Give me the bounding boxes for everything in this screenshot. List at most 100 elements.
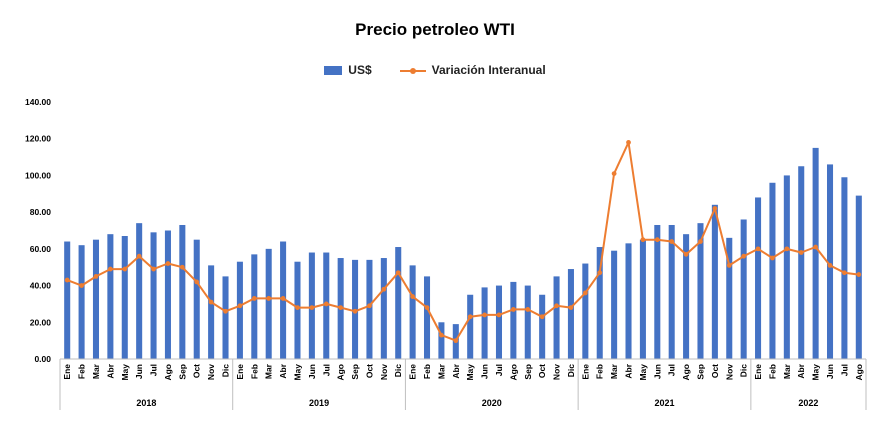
line-point	[64, 277, 70, 283]
x-tick-label: Mar	[91, 363, 101, 379]
bar	[841, 177, 848, 359]
line-point	[683, 251, 689, 257]
bar	[654, 224, 661, 359]
x-tick-label: May	[465, 364, 475, 381]
x-tick-label: Sep	[695, 364, 705, 380]
line-point	[539, 314, 545, 320]
x-tick-label: Ene	[235, 364, 245, 380]
line-point	[424, 305, 430, 310]
bar	[92, 239, 100, 359]
bar	[582, 263, 589, 359]
bar	[409, 265, 416, 359]
x-tick-label: Ago	[163, 364, 173, 381]
line-point	[698, 239, 703, 244]
line-point	[179, 264, 185, 270]
bar	[380, 258, 387, 359]
bar	[826, 164, 834, 359]
year-label: 2021	[654, 398, 674, 408]
line-point	[640, 237, 646, 243]
bar	[812, 147, 819, 359]
x-tick-label: May	[638, 364, 648, 381]
bar	[121, 236, 128, 359]
line-point	[223, 308, 228, 314]
x-tick-label: Mar	[264, 363, 274, 379]
x-tick-label: Nov	[206, 364, 216, 380]
line-point	[237, 303, 243, 309]
line-point	[453, 338, 459, 344]
bar	[553, 276, 560, 359]
chart-title: Precio petroleo WTI	[355, 20, 515, 39]
x-tick-label: Feb	[249, 364, 259, 379]
line-point	[554, 303, 559, 309]
line-point	[669, 239, 675, 244]
bar	[64, 241, 71, 359]
line-point	[323, 301, 329, 307]
x-tick-label: Oct	[192, 364, 202, 378]
line-point	[266, 296, 272, 301]
x-tick-label: Ago	[336, 364, 346, 381]
line-point	[525, 307, 531, 312]
line-point	[611, 171, 617, 176]
x-tick-label: Oct	[710, 364, 720, 378]
x-tick-label: Feb	[77, 364, 87, 379]
bar	[395, 247, 402, 359]
x-tick-label: Abr	[624, 363, 634, 378]
bar	[755, 197, 762, 359]
bar	[726, 237, 733, 359]
line-point	[93, 273, 99, 279]
bar	[625, 243, 632, 359]
legend-label-bars: US$	[348, 63, 372, 77]
line-point	[654, 237, 660, 243]
x-tick-label: Abr	[796, 363, 806, 378]
x-tick-label: Dic	[221, 364, 231, 378]
line-point	[741, 253, 747, 259]
x-tick-label: May	[292, 364, 302, 381]
x-tick-label: Jun	[652, 364, 662, 379]
line-point	[582, 290, 588, 296]
line-point	[122, 266, 128, 272]
line-point	[626, 139, 631, 145]
line-point	[842, 270, 847, 276]
x-tick-label: Jun	[307, 364, 317, 379]
line-point	[482, 312, 487, 318]
bar	[683, 234, 690, 359]
y-tick-label: 140.00	[25, 97, 51, 107]
x-tick-label: Ene	[753, 364, 763, 380]
bar	[136, 223, 143, 359]
line-point	[395, 270, 401, 276]
x-tick-label: Jul	[149, 364, 159, 376]
x-tick-label: Dic	[739, 364, 749, 378]
legend-item-line: Variación Interanual	[399, 63, 546, 77]
line-point	[151, 266, 156, 272]
x-tick-label: Jul	[667, 364, 677, 376]
x-tick-label: Abr	[105, 363, 115, 378]
y-tick-label: 100.00	[25, 170, 51, 180]
x-tick-label: Sep	[177, 364, 187, 380]
year-label: 2018	[136, 398, 156, 408]
x-tick-label: Ago	[681, 364, 691, 381]
x-tick-label: Feb	[595, 364, 605, 379]
x-tick-label: Jun	[134, 364, 144, 379]
x-tick-label: Jul	[494, 364, 504, 376]
line-point	[309, 305, 315, 310]
line-point	[755, 246, 761, 252]
year-label: 2022	[798, 398, 818, 408]
year-label: 2019	[309, 398, 329, 408]
line-point	[295, 305, 300, 310]
x-tick-label: Nov	[724, 364, 734, 380]
bar	[639, 239, 646, 359]
line-point	[827, 262, 833, 268]
line-point	[352, 308, 358, 314]
line-point	[194, 279, 200, 285]
line-point	[251, 296, 257, 301]
x-tick-label: Ago	[508, 364, 518, 381]
y-tick-label: 60.00	[30, 244, 52, 254]
bar	[423, 276, 431, 359]
line-point	[568, 305, 574, 310]
y-tick-label: 80.00	[30, 207, 52, 217]
bar	[596, 247, 603, 359]
legend-bar-swatch	[324, 65, 343, 75]
x-tick-label: Dic	[393, 364, 403, 378]
bar	[179, 224, 186, 359]
